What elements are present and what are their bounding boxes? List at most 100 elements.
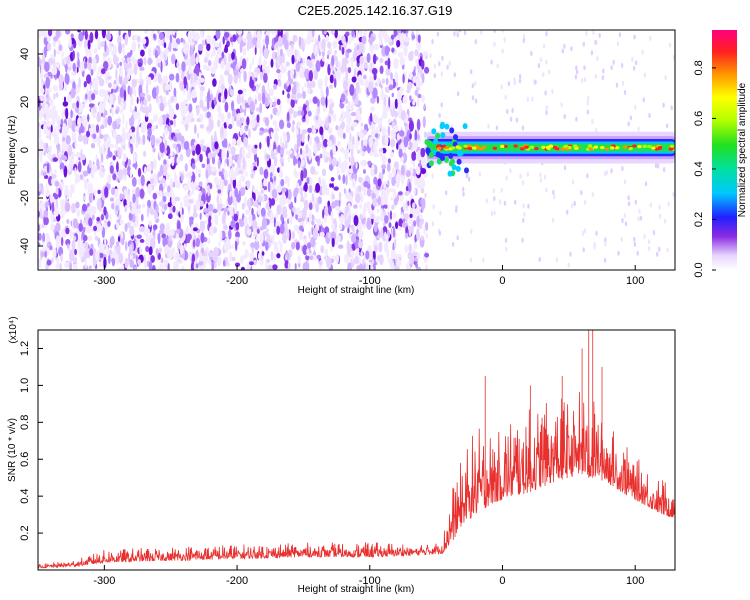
noise-blob <box>176 209 179 217</box>
noise-blob <box>65 184 69 191</box>
noise-blob <box>252 166 258 171</box>
noise-blob <box>358 132 365 138</box>
noise-blob <box>647 246 651 251</box>
noise-blob <box>315 115 319 120</box>
noise-blob <box>409 141 412 147</box>
noise-blob <box>252 57 255 66</box>
noise-blob <box>193 68 197 74</box>
noise-blob <box>190 74 193 85</box>
noise-blob <box>108 138 111 148</box>
signal-blob <box>450 146 456 150</box>
noise-blob <box>356 44 360 51</box>
noise-blob <box>360 43 365 55</box>
noise-blob <box>65 72 68 82</box>
noise-blob <box>518 73 522 79</box>
noise-blob <box>129 118 134 127</box>
noise-blob <box>76 100 80 108</box>
noise-blob <box>414 129 418 142</box>
noise-blob <box>381 126 387 136</box>
noise-blob <box>222 259 226 267</box>
noise-blob <box>401 32 404 43</box>
noise-blob <box>205 66 211 72</box>
noise-blob <box>386 248 390 259</box>
noise-blob <box>390 210 392 221</box>
noise-blob <box>363 187 367 197</box>
noise-blob <box>366 201 371 208</box>
noise-blob <box>39 147 43 156</box>
noise-blob <box>129 129 132 136</box>
noise-blob <box>61 109 65 119</box>
signal-blob <box>440 132 446 139</box>
noise-blob <box>498 199 502 205</box>
noise-blob <box>297 218 303 223</box>
noise-blob <box>119 87 124 99</box>
noise-blob <box>409 133 412 140</box>
noise-blob <box>211 156 216 165</box>
noise-blob <box>91 107 94 114</box>
noise-blob <box>389 151 394 158</box>
noise-blob <box>351 234 357 244</box>
noise-blob <box>263 59 267 66</box>
noise-blob <box>474 98 478 104</box>
noise-blob <box>352 135 355 145</box>
noise-blob <box>268 88 274 97</box>
noise-blob <box>345 174 348 186</box>
noise-blob <box>72 240 76 248</box>
noise-blob <box>174 252 181 262</box>
noise-blob <box>148 246 153 256</box>
noise-blob <box>144 105 149 118</box>
noise-blob <box>324 226 330 234</box>
noise-blob <box>431 173 434 179</box>
noise-blob <box>198 173 201 178</box>
noise-blob <box>171 53 176 65</box>
noise-blob <box>500 84 503 90</box>
noise-blob <box>199 252 203 262</box>
noise-blob <box>355 162 358 169</box>
noise-blob <box>582 247 585 253</box>
noise-blob <box>295 182 300 188</box>
noise-blob <box>237 170 244 175</box>
noise-blob <box>656 251 659 257</box>
noise-blob <box>216 194 219 205</box>
noise-blob <box>53 218 57 223</box>
noise-blob <box>347 140 352 150</box>
signal-blob <box>444 146 450 150</box>
noise-blob <box>139 140 143 146</box>
noise-blob <box>159 200 165 207</box>
noise-blob <box>582 41 585 47</box>
noise-blob <box>358 256 361 265</box>
noise-blob <box>64 202 71 213</box>
noise-blob <box>82 114 87 122</box>
noise-blob <box>387 118 392 124</box>
noise-blob <box>119 219 125 225</box>
noise-blob <box>234 187 239 198</box>
noise-blob <box>170 151 174 157</box>
noise-blob <box>88 159 92 169</box>
noise-blob <box>393 57 399 70</box>
noise-blob <box>371 259 375 265</box>
noise-blob <box>402 218 406 223</box>
noise-blob <box>249 253 254 260</box>
noise-blob <box>118 30 121 37</box>
noise-blob <box>374 216 380 223</box>
snr-scale-label: (x10⁴) <box>8 316 19 343</box>
noise-blob <box>296 92 303 99</box>
noise-blob <box>323 138 328 148</box>
noise-blob <box>72 263 78 270</box>
noise-blob <box>160 60 163 73</box>
noise-blob <box>98 145 102 156</box>
noise-blob <box>260 189 264 195</box>
noise-blob <box>220 84 226 90</box>
noise-blob <box>325 96 328 109</box>
noise-blob <box>405 170 411 178</box>
noise-blob <box>313 218 319 223</box>
noise-blob <box>269 172 273 178</box>
noise-blob <box>164 227 168 234</box>
signal-blob <box>524 145 529 149</box>
noise-blob <box>287 149 293 155</box>
noise-blob <box>124 205 128 213</box>
noise-blob <box>503 37 506 43</box>
noise-blob <box>265 35 270 46</box>
noise-blob <box>278 240 282 245</box>
noise-blob <box>93 225 98 232</box>
